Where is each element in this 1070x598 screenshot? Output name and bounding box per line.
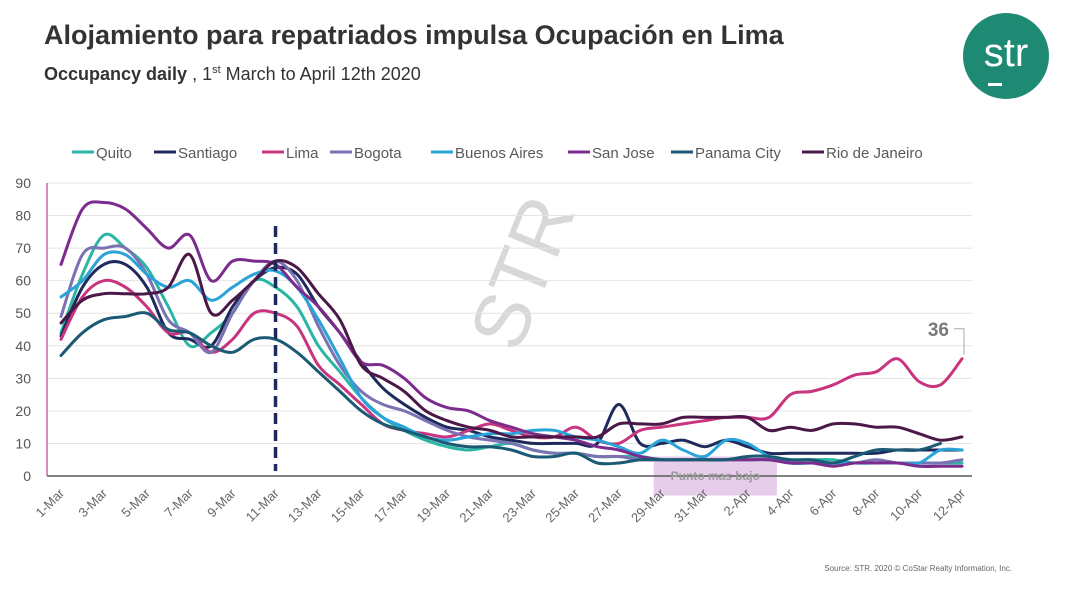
y-tick-label: 50: [15, 305, 31, 321]
subtitle-superscript: st: [212, 64, 221, 76]
annotation-layer: Punto mas bajo 36: [671, 320, 965, 483]
x-tick-label: 17-Mar: [371, 485, 411, 525]
y-tick-label: 90: [15, 175, 31, 191]
x-tick-label: 27-Mar: [585, 485, 625, 525]
low-point-label: Punto mas bajo: [671, 469, 760, 483]
legend-label-panama-city: Panama City: [695, 145, 781, 162]
subtitle-bold-part: Occupancy daily: [44, 64, 188, 84]
series-line-san-jose: [59, 200, 964, 468]
legend-label-quito: Quito: [96, 145, 132, 162]
str-logo-underline: [988, 83, 1002, 86]
x-tick-label: 6-Apr: [806, 485, 840, 519]
y-tick-label: 0: [23, 468, 31, 484]
x-tick-label: 3-Mar: [75, 485, 110, 520]
y-tick-label: 30: [15, 370, 31, 386]
str-logo-text: str: [983, 31, 1029, 75]
y-tick-label: 80: [15, 208, 31, 224]
x-tick-label: 7-Mar: [161, 485, 196, 520]
series-line-panama-city: [59, 311, 942, 466]
y-tick-label: 60: [15, 273, 31, 289]
x-tick-label: 25-Mar: [542, 485, 582, 525]
legend-label-buenos-aires: Buenos Aires: [455, 145, 543, 162]
x-tick-label: 12-Apr: [930, 485, 969, 524]
x-tick-label: 9-Mar: [204, 485, 239, 520]
x-tick-label: 13-Mar: [285, 485, 325, 525]
gridlines: [47, 182, 972, 444]
x-tick-label: 8-Apr: [849, 485, 883, 519]
last-value-label: 36: [928, 320, 949, 341]
y-tick-label: 10: [15, 435, 31, 451]
str-logo: str: [963, 13, 1049, 99]
chart-title: Alojamiento para repatriados impulsa Ocu…: [44, 20, 784, 50]
str-watermark: STR: [452, 184, 592, 362]
last-value-leader: [954, 328, 965, 355]
subtitle-date-range: March to April 12th 2020: [220, 64, 421, 84]
legend-label-santiago: Santiago: [178, 145, 237, 162]
legend-label-bogota: Bogota: [354, 145, 402, 162]
series-lines: [59, 200, 964, 468]
legend-label-lima: Lima: [286, 145, 319, 162]
watermark-layer: STR: [452, 184, 592, 362]
chart-subtitle: Occupancy daily , 1st March to April 12t…: [44, 64, 421, 85]
x-tick-label: 5-Mar: [118, 485, 153, 520]
x-tick-label: 10-Apr: [887, 485, 926, 524]
x-tick-label: 1-Mar: [33, 485, 68, 520]
x-tick-label: 23-Mar: [499, 485, 539, 525]
source-note: Source: STR. 2020 © CoStar Realty Inform…: [824, 564, 1012, 573]
x-tick-label: 11-Mar: [243, 485, 283, 525]
y-tick-label: 70: [15, 240, 31, 256]
x-tick-label: 19-Mar: [414, 485, 454, 525]
y-tick-label: 20: [15, 403, 31, 419]
x-tick-label: 15-Mar: [328, 485, 368, 525]
chart-legend: Quito Santiago Lima Bogota Buenos Aires San J…: [72, 145, 923, 162]
legend-label-san-jose: San Jose: [592, 145, 655, 162]
subtitle-separator: , 1: [187, 64, 213, 84]
x-tick-label: 21-Mar: [456, 485, 496, 525]
legend-label-rio-de-janeiro: Rio de Janeiro: [826, 145, 923, 162]
x-tick-label: 29-Mar: [628, 485, 668, 525]
series-line-rio-de-janeiro: [59, 252, 964, 442]
y-tick-label: 40: [15, 338, 31, 354]
